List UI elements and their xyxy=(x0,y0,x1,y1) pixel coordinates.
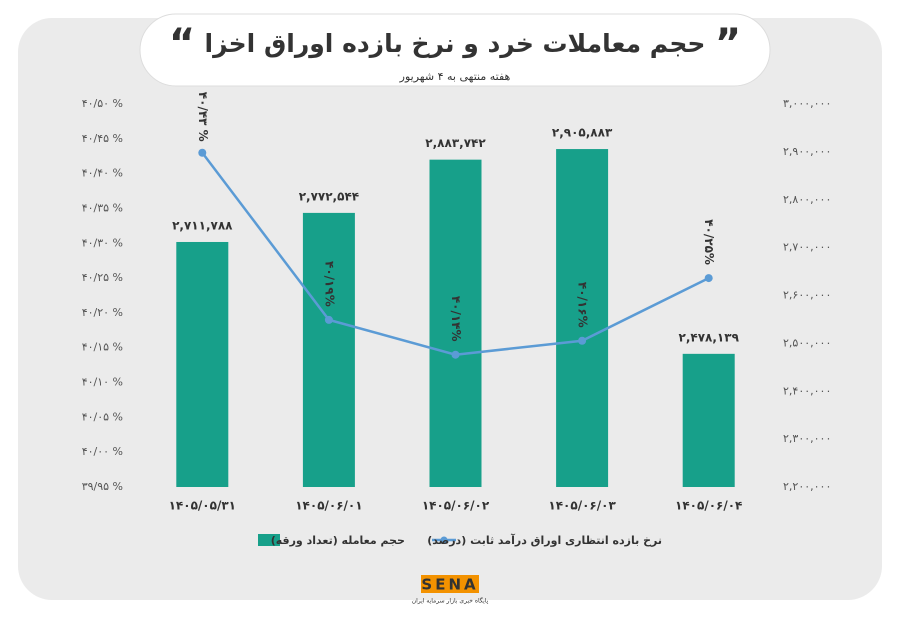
y2-tick-label: ۲,۸۰۰,۰۰۰ xyxy=(783,193,831,206)
legend-label: نرخ بازده انتظاری اوراق درآمد ثابت (درصد… xyxy=(427,533,662,547)
logo-box xyxy=(421,575,479,593)
quote-mark: “ xyxy=(169,21,195,67)
y-tick-label: ۴۰/۰۰ % xyxy=(82,445,123,458)
x-tick-label: ۱۴۰۵/۰۶/۰۲ xyxy=(422,499,490,513)
bar-value-label: ۲,۷۱۱,۷۸۸ xyxy=(172,218,233,232)
y2-tick-label: ۲,۶۰۰,۰۰۰ xyxy=(783,289,831,302)
y-tick-label: ۴۰/۰۵ % xyxy=(82,410,123,423)
line-point xyxy=(451,350,460,359)
line-value-label: ۴۰/۱۶% xyxy=(576,282,590,328)
title-pill xyxy=(139,13,771,87)
y2-tick-label: ۳,۰۰۰,۰۰۰ xyxy=(783,97,831,110)
bar xyxy=(556,149,609,487)
line-point xyxy=(198,148,207,157)
bar-value-label: ۲,۹۰۵,۸۸۳ xyxy=(552,126,613,140)
bar-value-label: ۲,۸۸۳,۷۴۲ xyxy=(425,136,486,150)
bar-value-label: ۲,۷۷۲,۵۴۴ xyxy=(299,189,359,203)
y-tick-label: ۴۰/۴۰ % xyxy=(82,167,123,180)
bar xyxy=(176,241,229,487)
line-point xyxy=(324,315,333,324)
y-tick-label: ۴۰/۳۰ % xyxy=(82,236,123,249)
y-tick-label: ۳۹/۹۵ % xyxy=(82,480,123,493)
bar xyxy=(682,353,735,487)
y-tick-label: ۴۰/۲۰ % xyxy=(82,306,123,319)
x-tick-label: ۱۴۰۵/۰۶/۰۴ xyxy=(675,499,742,513)
y2-tick-label: ۲,۳۰۰,۰۰۰ xyxy=(783,432,831,445)
line-value-label: ۴۰/۴۳ % xyxy=(196,92,210,142)
line-point xyxy=(704,274,713,283)
y-tick-label: ۴۰/۴۵ % xyxy=(82,132,123,145)
line-value-label: ۴۰/۲۵% xyxy=(702,219,716,265)
x-tick-label: ۱۴۰۵/۰۵/۳۱ xyxy=(169,499,236,513)
y2-tick-label: ۲,۵۰۰,۰۰۰ xyxy=(783,336,831,349)
legend-swatch xyxy=(440,536,448,544)
y2-tick-label: ۲,۹۰۰,۰۰۰ xyxy=(783,145,831,158)
y2-tick-label: ۲,۲۰۰,۰۰۰ xyxy=(783,480,831,493)
x-tick-label: ۱۴۰۵/۰۶/۰۳ xyxy=(548,499,616,513)
legend-label: حجم معامله (تعداد ورقه) xyxy=(271,534,405,547)
line-value-label: ۴۰/۱۹% xyxy=(322,261,336,307)
y-tick-label: ۴۰/۱۵ % xyxy=(82,341,123,354)
bar xyxy=(302,212,355,487)
bar-value-label: ۲,۴۷۸,۱۳۹ xyxy=(679,330,740,344)
logo-tagline: پایگاه خبری بازار سرمایه ایران xyxy=(412,597,489,605)
y-tick-label: ۴۰/۲۵ % xyxy=(82,271,123,284)
legend-swatch xyxy=(258,534,280,546)
line-point xyxy=(578,336,587,345)
y-tick-label: ۴۰/۱۰ % xyxy=(82,376,123,389)
y2-tick-label: ۲,۷۰۰,۰۰۰ xyxy=(783,241,831,254)
chart-subtitle: هفته منتهی به ۴ شهریور xyxy=(399,70,511,83)
y-tick-label: ۴۰/۵۰ % xyxy=(82,97,123,110)
bar xyxy=(429,159,482,488)
quote-mark: ” xyxy=(715,21,741,67)
chart-title: حجم معاملات خرد و نرخ بازده اوراق اخزا xyxy=(205,29,706,59)
x-tick-label: ۱۴۰۵/۰۶/۰۱ xyxy=(295,499,362,513)
logo: SENA xyxy=(421,576,478,594)
y-tick-label: ۴۰/۳۵ % xyxy=(82,201,123,214)
y2-tick-label: ۲,۴۰۰,۰۰۰ xyxy=(783,384,831,397)
line-value-label: ۴۰/۱۴% xyxy=(449,296,463,342)
